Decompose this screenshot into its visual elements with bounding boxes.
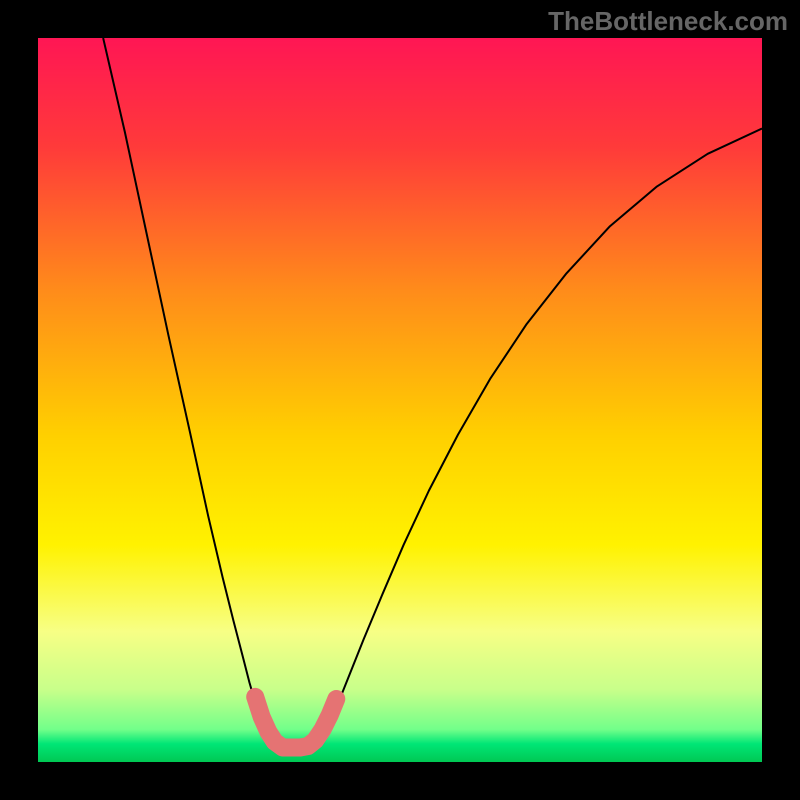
chart-container: TheBottleneck.com: [0, 0, 800, 800]
gradient-background: [38, 38, 762, 762]
chart-svg: [38, 38, 762, 762]
plot-area: [38, 38, 762, 762]
watermark-text: TheBottleneck.com: [548, 6, 788, 37]
